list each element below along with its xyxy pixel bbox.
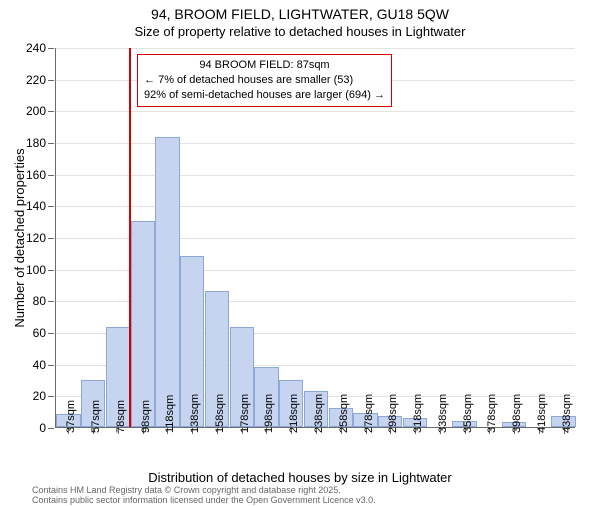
y-tick-label: 240 (26, 41, 46, 55)
histogram-chart: 94, BROOM FIELD, LIGHTWATER, GU18 5QW Si… (0, 0, 600, 500)
x-tick-label: 378sqm (486, 394, 498, 433)
annotation-line2: 92% of semi-detached houses are larger (… (144, 88, 385, 103)
y-tick-label: 20 (33, 389, 46, 403)
x-tick-label: 57sqm (90, 400, 102, 433)
gridline (56, 175, 575, 176)
histogram-bar (131, 221, 155, 427)
footer-text: Contains HM Land Registry data © Crown c… (32, 486, 376, 506)
y-tick (48, 396, 54, 397)
x-tick-label: 438sqm (561, 394, 573, 433)
footer-line2: Contains public sector information licen… (32, 496, 376, 506)
y-tick (48, 111, 54, 112)
x-tick-label: 98sqm (140, 400, 152, 433)
y-tick-label: 140 (26, 199, 46, 213)
x-tick-label: 118sqm (164, 395, 176, 433)
y-tick (48, 333, 54, 334)
y-tick-label: 160 (26, 168, 46, 182)
y-tick-label: 220 (26, 73, 46, 87)
chart-title-line1: 94, BROOM FIELD, LIGHTWATER, GU18 5QW (0, 6, 600, 22)
y-tick-label: 200 (26, 104, 46, 118)
annotation-title: 94 BROOM FIELD: 87sqm (144, 58, 385, 73)
y-tick-label: 80 (33, 294, 46, 308)
x-tick-label: 238sqm (313, 394, 325, 433)
y-tick (48, 270, 54, 271)
x-tick-label: 278sqm (363, 394, 375, 433)
x-tick-label: 158sqm (214, 394, 226, 433)
y-tick (48, 80, 54, 81)
y-tick-label: 0 (39, 421, 46, 435)
x-tick-label: 338sqm (437, 394, 449, 433)
y-tick (48, 143, 54, 144)
y-tick-label: 180 (26, 136, 46, 150)
x-tick-label: 318sqm (412, 394, 424, 433)
y-tick (48, 48, 54, 49)
x-tick-label: 358sqm (462, 394, 474, 433)
gridline (56, 48, 575, 49)
y-tick-label: 60 (33, 326, 46, 340)
x-tick-label: 138sqm (189, 394, 201, 433)
annotation-box: 94 BROOM FIELD: 87sqm ← 7% of detached h… (137, 54, 392, 107)
y-tick-label: 40 (33, 358, 46, 372)
x-tick-label: 178sqm (239, 394, 251, 433)
x-tick-label: 198sqm (263, 394, 275, 433)
gridline (56, 111, 575, 112)
x-tick-label: 258sqm (338, 394, 350, 433)
gridline (56, 206, 575, 207)
x-tick-label: 37sqm (65, 400, 77, 433)
y-tick (48, 175, 54, 176)
y-tick (48, 301, 54, 302)
y-tick (48, 206, 54, 207)
histogram-bar (155, 137, 179, 427)
x-tick-label: 218sqm (288, 394, 300, 433)
y-tick-label: 120 (26, 231, 46, 245)
plot-area: 02040608010012014016018020022024037sqm57… (55, 48, 575, 428)
x-tick-label: 418sqm (536, 394, 548, 433)
y-tick (48, 238, 54, 239)
annotation-line1: ← 7% of detached houses are smaller (53) (144, 73, 385, 88)
reference-line (129, 48, 131, 427)
chart-title-line2: Size of property relative to detached ho… (0, 24, 600, 39)
y-tick (48, 365, 54, 366)
x-axis-label: Distribution of detached houses by size … (0, 470, 600, 485)
x-tick-label: 78sqm (115, 400, 127, 433)
y-axis-label: Number of detached properties (12, 148, 27, 327)
x-tick-label: 398sqm (511, 394, 523, 433)
y-tick (48, 428, 54, 429)
gridline (56, 143, 575, 144)
x-tick-label: 298sqm (387, 394, 399, 433)
y-tick-label: 100 (26, 263, 46, 277)
